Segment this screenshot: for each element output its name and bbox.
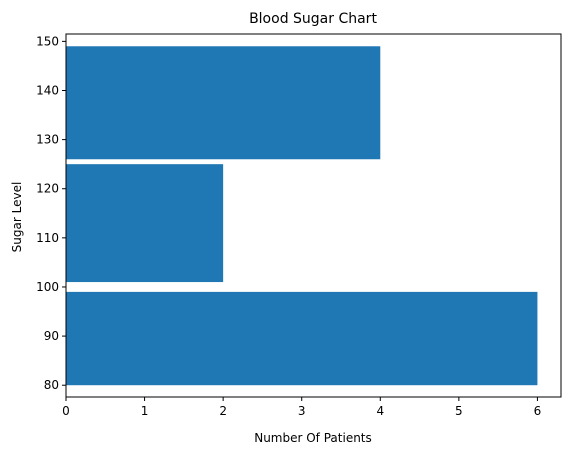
y-axis-ticks: 80 90 100 110 120 130 140 150: [36, 34, 66, 392]
x-tick-label: 2: [219, 404, 227, 418]
y-tick-label: 80: [44, 378, 59, 392]
y-tick-label: 150: [36, 34, 59, 48]
chart-title: Blood Sugar Chart: [249, 11, 377, 27]
x-tick-label: 1: [141, 404, 149, 418]
x-tick-label: 6: [534, 404, 542, 418]
bar-1: [66, 164, 224, 283]
y-tick-label: 100: [36, 280, 59, 294]
y-tick-label: 110: [36, 231, 59, 245]
bar-0: [66, 291, 538, 386]
plot-frame: [65, 33, 562, 398]
y-tick-label: 130: [36, 133, 59, 147]
y-tick-label: 140: [36, 83, 59, 97]
bars-layer: [66, 46, 538, 386]
bar-2: [66, 46, 381, 160]
x-tick-label: 0: [62, 404, 70, 418]
y-axis-label: Sugar Level: [10, 182, 24, 253]
y-tick-label: 120: [36, 182, 59, 196]
x-tick-label: 4: [376, 404, 384, 418]
x-tick-label: 5: [455, 404, 463, 418]
x-tick-label: 3: [298, 404, 306, 418]
x-axis-ticks: 0 1 2 3 4 5 6: [62, 397, 541, 418]
y-tick-label: 90: [44, 329, 59, 343]
x-axis-label: Number Of Patients: [254, 431, 372, 445]
